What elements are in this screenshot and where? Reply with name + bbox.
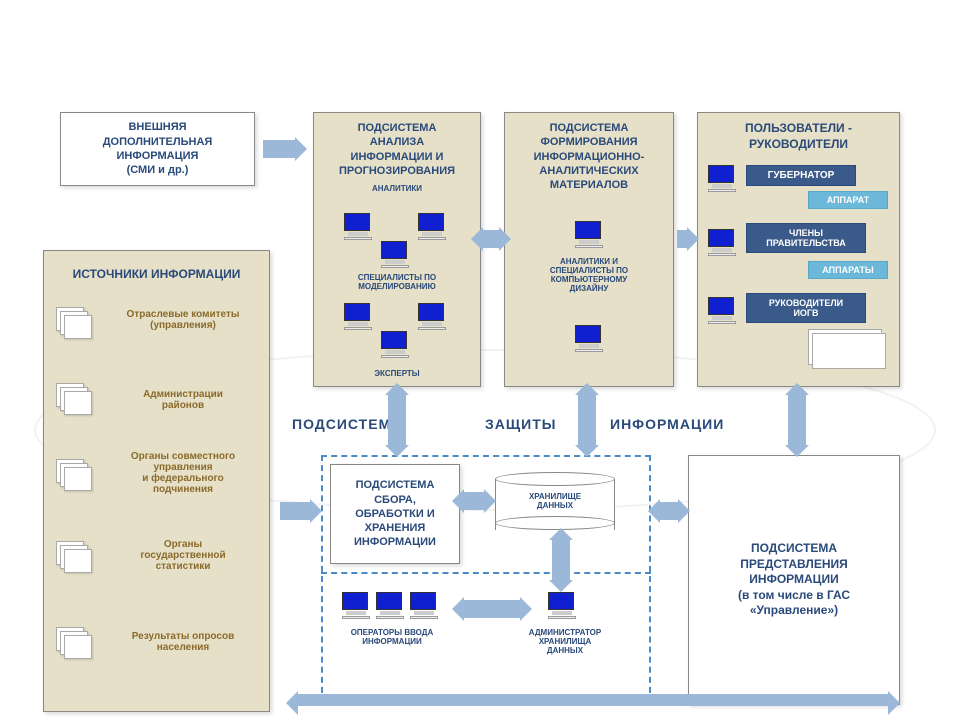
analysts-label: АНАЛИТИКИ — [322, 184, 472, 193]
admin-label: АДМИНИСТРАТОР ХРАНИЛИЩА ДАННЫХ — [500, 628, 630, 655]
docstack-5 — [56, 627, 96, 663]
data-storage-cylinder: ХРАНИЛИЩЕ ДАННЫХ — [495, 472, 615, 530]
analysis-title: ПОДСИСТЕМА АНАЛИЗА ИНФОРМАЦИИ И ПРОГНОЗИ… — [322, 121, 472, 178]
computer-icon — [548, 592, 576, 618]
docstack-1 — [56, 307, 96, 343]
presentation-box: ПОДСИСТЕМА ПРЕДСТАВЛЕНИЯ ИНФОРМАЦИИ (в т… — [688, 455, 900, 705]
computer-icon — [381, 331, 409, 357]
computer-icon — [376, 592, 404, 618]
members-btn: ЧЛЕНЫ ПРАВИТЕЛЬСТВА — [746, 223, 866, 253]
docstack-3 — [56, 459, 96, 495]
arrow — [578, 395, 596, 445]
users-title: ПОЛЬЗОВАТЕЛИ - РУКОВОДИТЕЛИ — [706, 121, 891, 152]
computer-icon — [708, 229, 736, 255]
arrow — [298, 694, 888, 706]
formation-title: ПОДСИСТЕМА ФОРМИРОВАНИЯ ИНФОРМАЦИОННО- А… — [513, 121, 665, 192]
src-label-5: Результаты опросов населения — [108, 631, 258, 653]
leaders-btn: РУКОВОДИТЕЛИ ИОГВ — [746, 293, 866, 323]
storage-title-box: ПОДСИСТЕМА СБОРА, ОБРАБОТКИ И ХРАНЕНИЯ И… — [330, 464, 460, 564]
apparat-btn-2: АППАРАТЫ — [808, 261, 888, 279]
computer-icon — [575, 325, 603, 351]
blank-stack — [808, 329, 888, 373]
analysis-box: ПОДСИСТЕМА АНАЛИЗА ИНФОРМАЦИИ И ПРОГНОЗИ… — [313, 112, 481, 387]
src-label-4: Органы государственной статистики — [108, 539, 258, 572]
formation-box: ПОДСИСТЕМА ФОРМИРОВАНИЯ ИНФОРМАЦИОННО- А… — [504, 112, 674, 387]
storage-title: ПОДСИСТЕМА СБОРА, ОБРАБОТКИ И ХРАНЕНИЯ И… — [354, 478, 436, 549]
arrow — [280, 502, 310, 520]
computer-icon — [418, 303, 446, 329]
protection-label-2: ЗАЩИТЫ — [485, 416, 556, 432]
arrow — [660, 502, 678, 520]
experts-label: ЭКСПЕРТЫ — [314, 369, 480, 378]
dashed-separator — [321, 572, 651, 574]
arrow — [788, 395, 806, 445]
src-label-1: Отраслевые комитеты (управления) — [108, 309, 258, 331]
cylinder-label: ХРАНИЛИЩЕ ДАННЫХ — [495, 492, 615, 510]
governor-btn: ГУБЕРНАТОР — [746, 165, 856, 186]
computer-icon — [708, 297, 736, 323]
docstack-4 — [56, 541, 96, 577]
external-info-box: ВНЕШНЯЯ ДОПОЛНИТЕЛЬНАЯ ИНФОРМАЦИЯ (СМИ и… — [60, 112, 255, 186]
arrow — [464, 600, 520, 618]
arrow — [552, 540, 570, 580]
arrow — [464, 492, 484, 510]
computer-icon — [410, 592, 438, 618]
protection-label-1: ПОДСИСТЕМА — [292, 416, 402, 432]
computer-icon — [418, 213, 446, 239]
computer-icon — [344, 303, 372, 329]
src-label-3: Органы совместного управления и федераль… — [108, 451, 258, 495]
sources-title: ИСТОЧНИКИ ИНФОРМАЦИИ — [54, 267, 259, 283]
sources-panel: ИСТОЧНИКИ ИНФОРМАЦИИ Отраслевые комитеты… — [43, 250, 270, 712]
src-label-2: Администрации районов — [108, 389, 258, 411]
computer-icon — [342, 592, 370, 618]
arrow — [388, 395, 406, 445]
operators-label: ОПЕРАТОРЫ ВВОДА ИНФОРМАЦИИ — [332, 628, 452, 646]
presentation-title: ПОДСИСТЕМА ПРЕДСТАВЛЕНИЯ ИНФОРМАЦИИ (в т… — [738, 541, 850, 619]
protection-label-3: ИНФОРМАЦИИ — [610, 416, 724, 432]
computer-icon — [708, 165, 736, 191]
computer-icon — [575, 221, 603, 247]
arrow — [263, 140, 295, 158]
external-title: ВНЕШНЯЯ ДОПОЛНИТЕЛЬНАЯ ИНФОРМАЦИЯ (СМИ и… — [103, 120, 213, 177]
arrow — [677, 230, 687, 248]
design-label: АНАЛИТИКИ И СПЕЦИАЛИСТЫ ПО КОМПЬЮТЕРНОМУ… — [505, 257, 673, 293]
arrow — [483, 230, 499, 248]
modeling-label: СПЕЦИАЛИСТЫ ПО МОДЕЛИРОВАНИЮ — [314, 273, 480, 291]
docstack-2 — [56, 383, 96, 419]
computer-icon — [381, 241, 409, 267]
apparat-btn-1: АППАРАТ — [808, 191, 888, 209]
users-box: ПОЛЬЗОВАТЕЛИ - РУКОВОДИТЕЛИ ГУБЕРНАТОР А… — [697, 112, 900, 387]
computer-icon — [344, 213, 372, 239]
